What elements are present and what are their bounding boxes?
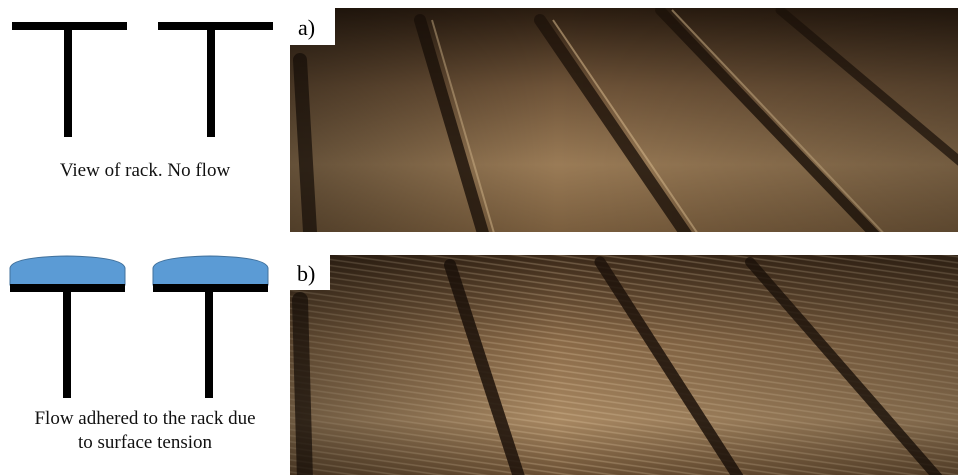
rack-dry — [12, 22, 273, 137]
panel-label: b) — [297, 261, 315, 286]
panel-label: a) — [298, 15, 315, 40]
caption: to surface tension — [78, 432, 213, 453]
caption: Flow adhered to the rack due — [34, 408, 255, 429]
rack-wet — [10, 256, 268, 398]
caption: View of rack. No flow — [60, 160, 231, 181]
photo — [290, 255, 958, 475]
figure: View of rack. No flow Flow adhered to th… — [0, 0, 958, 475]
photo — [290, 8, 958, 240]
